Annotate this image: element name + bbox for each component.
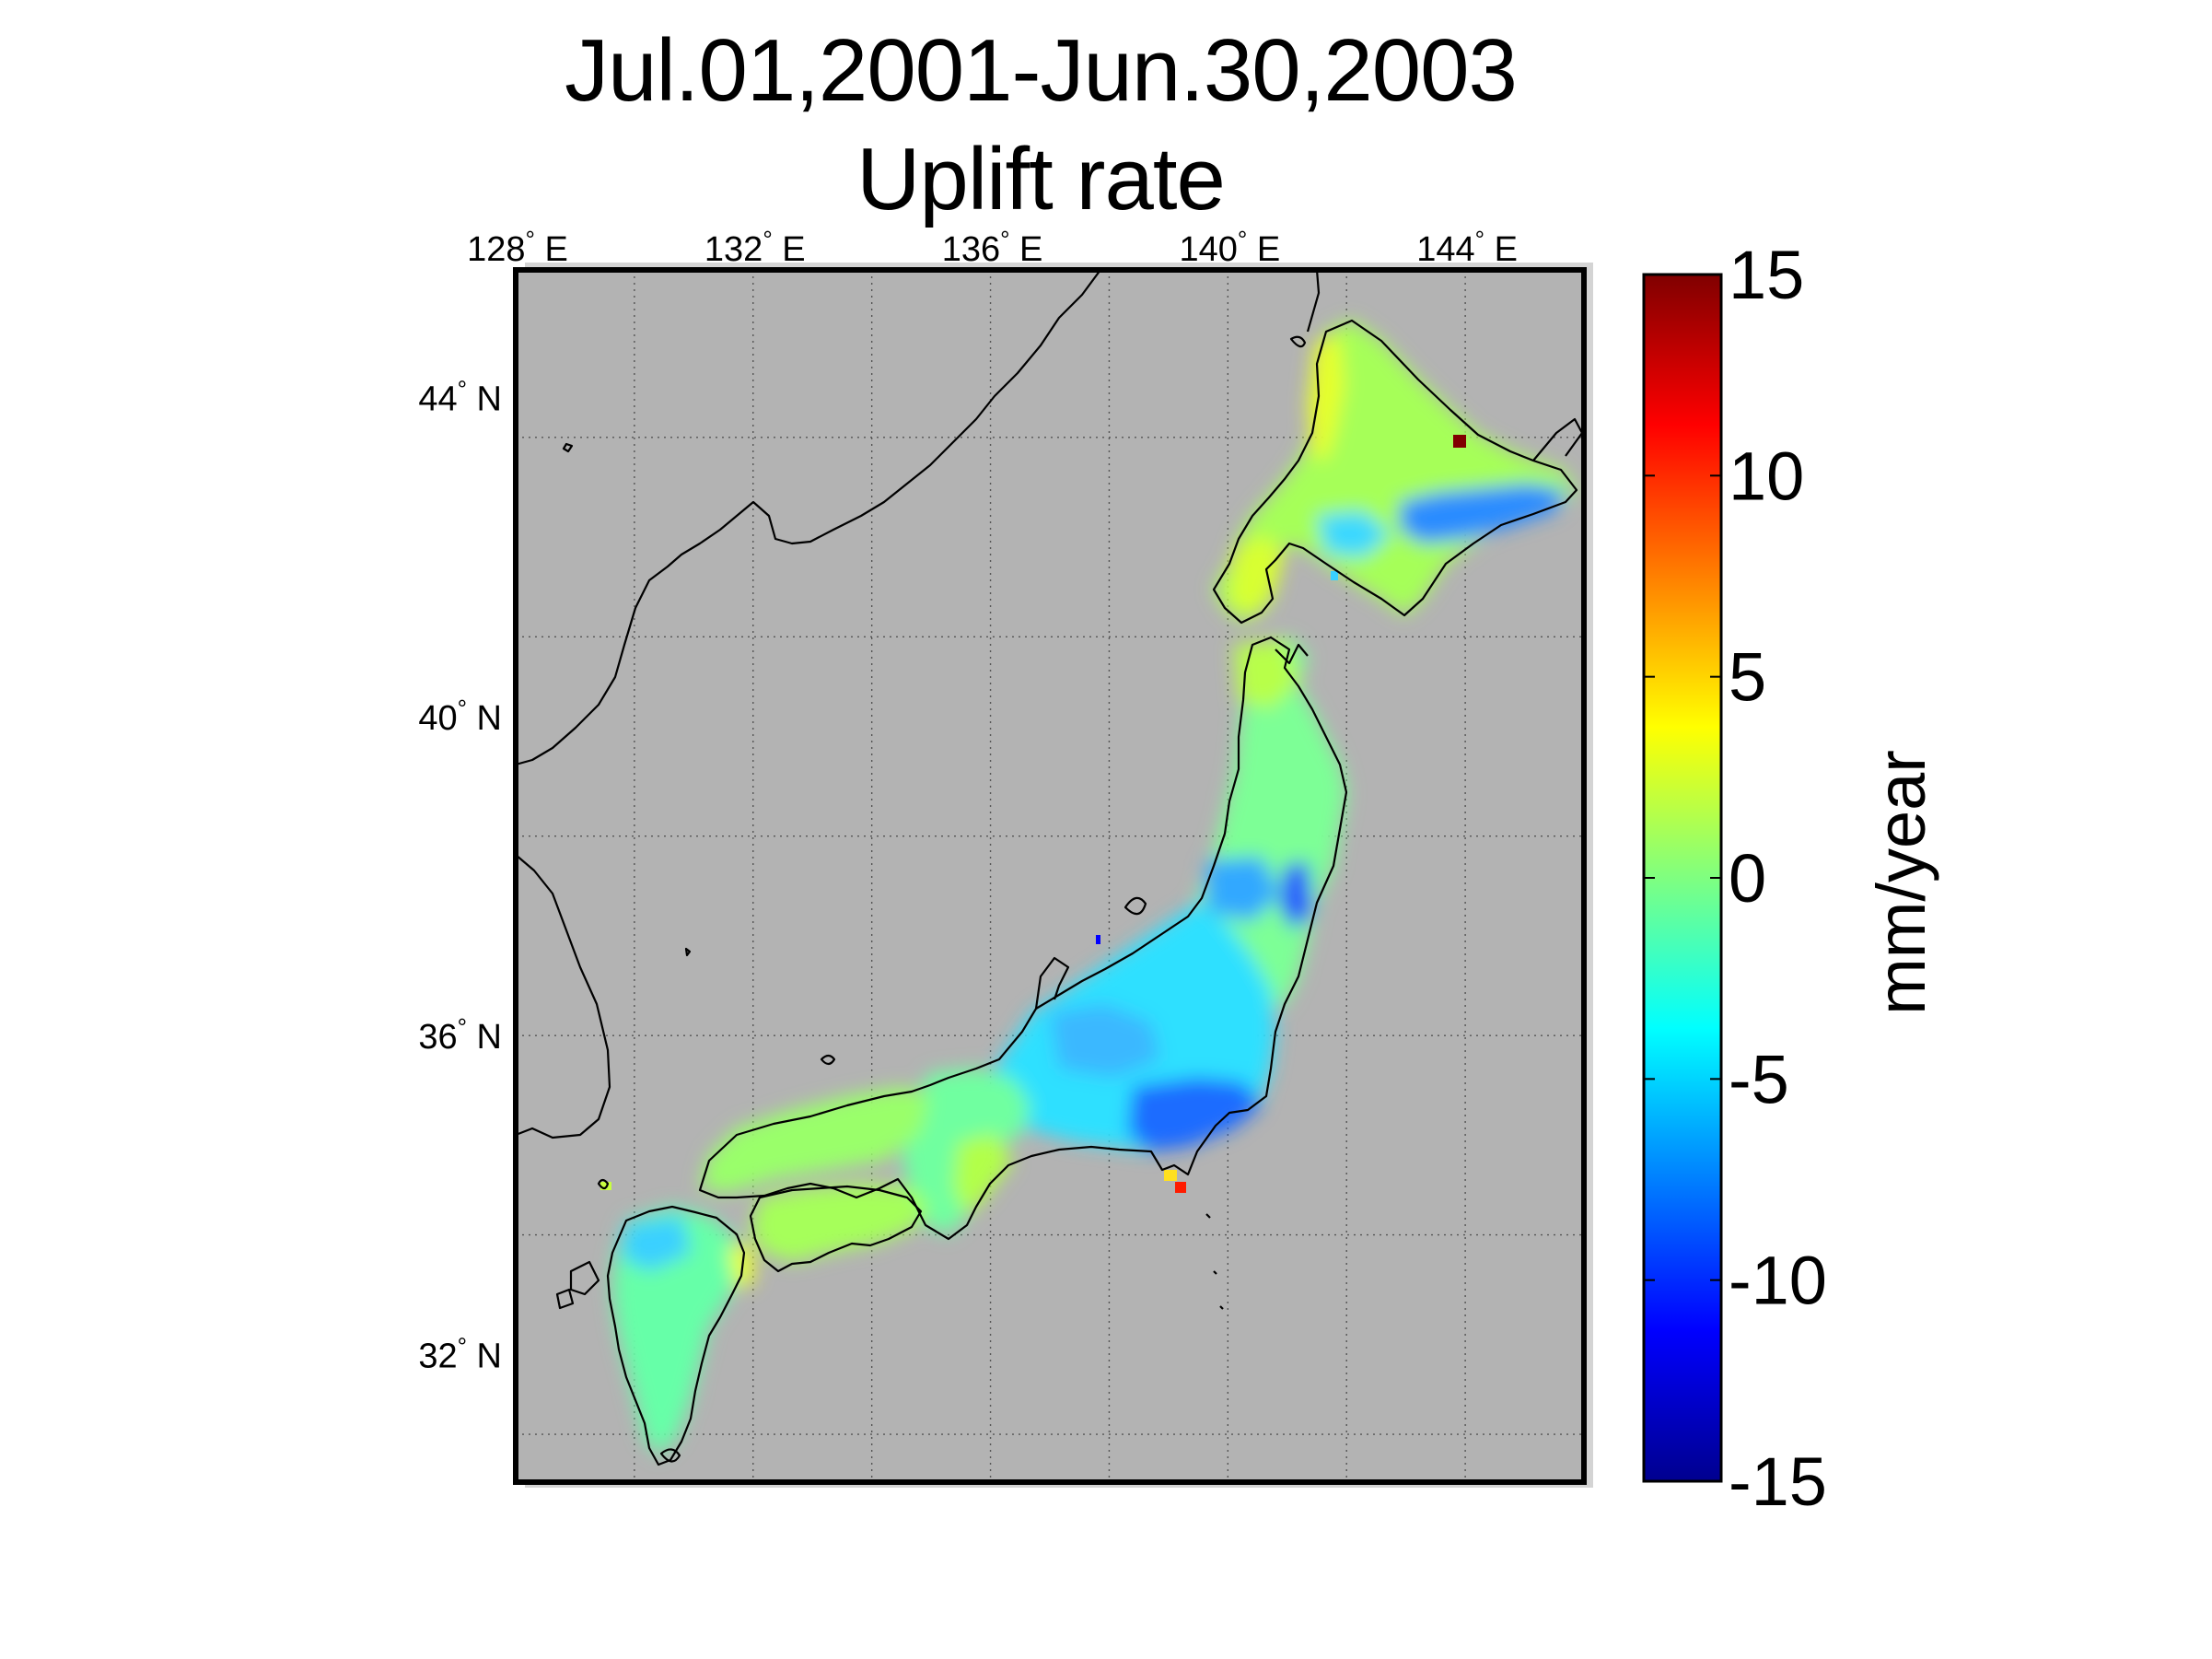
lat-label-32: 32° N [418, 1332, 502, 1375]
uplift-field [612, 321, 1577, 1455]
sado-island [1123, 896, 1147, 916]
kinki-south-yellow [953, 1133, 1013, 1216]
colorbar-tick-label: 15 [1729, 237, 1804, 313]
hokkaido-central-cyan [1317, 511, 1391, 557]
rishiri-island [1289, 335, 1307, 348]
hokkaido-isolated-pixel [1331, 571, 1338, 580]
colorbar-ticks: 15 10 5 0 -5 -10 -15 [1644, 237, 1827, 1520]
colorbar-gradient [1644, 275, 1721, 1481]
oki-islands [820, 1054, 836, 1066]
longitude-labels: 128° E 132° E 136° E 140° E 144° E [467, 226, 1518, 269]
chubu-inner-blue [1050, 1004, 1160, 1078]
colorbar-tick-label: -10 [1729, 1243, 1827, 1319]
lat-label-40: 40° N [418, 695, 502, 738]
colorbar-unit-label: mm/year [1863, 750, 1939, 1015]
title-line-dates: Jul.01,2001-Jun.30,2003 [565, 21, 1518, 120]
honshu-coast [698, 636, 1348, 1241]
kyushu-west-islands [555, 1260, 600, 1310]
yakushima [659, 1448, 681, 1463]
izu-islands [1205, 1213, 1224, 1310]
lon-label-128: 128° E [467, 226, 568, 269]
coastlines [516, 270, 1584, 1466]
abashiri-hotspot-pixel [1453, 435, 1466, 448]
chugoku-field [700, 1087, 930, 1193]
sakhalin-coast [1306, 270, 1321, 333]
shiretoko-peninsula [1532, 417, 1584, 461]
colorbar-tick-label: 0 [1729, 840, 1766, 917]
mutsu-bay [1275, 643, 1309, 665]
latitude-labels: 44° N 40° N 36° N 32° N [418, 376, 502, 1376]
kyushu-west-cyan [622, 1216, 691, 1271]
colorbar-tick-label: 10 [1729, 438, 1804, 514]
hokkaido-coast [1212, 319, 1578, 625]
noto-blue-pixel [1096, 935, 1100, 944]
tohoku-inland-blue [1206, 857, 1280, 921]
miyagi-subsidence [1280, 861, 1312, 930]
hokkaido-east-subsidence [1400, 484, 1566, 543]
hokkaido-southwest [1229, 534, 1285, 615]
lon-label-140: 140° E [1179, 226, 1280, 269]
colorbar-tick-label: -15 [1729, 1443, 1827, 1520]
hokkaido-field [1214, 321, 1577, 623]
tohoku-field [1193, 637, 1346, 1013]
colorbar-tick-label: 5 [1729, 639, 1766, 716]
kanto-subsidence [1128, 1078, 1262, 1151]
korea-east-coast [516, 854, 611, 1139]
title-line-quantity: Uplift rate [856, 130, 1226, 228]
shikoku-coast [749, 1185, 923, 1273]
mainland-coast [516, 270, 1101, 766]
izu-yellow-pixel [1164, 1170, 1177, 1181]
noto-peninsula [1034, 956, 1070, 1010]
colorbar-tick-label: -5 [1729, 1041, 1789, 1117]
tsushima-island [597, 1178, 610, 1190]
shikoku-field [751, 1184, 930, 1262]
map-frame [513, 267, 1587, 1485]
lon-label-144: 144° E [1416, 226, 1518, 269]
figure-title: Jul.01,2001-Jun.30,2003 Uplift rate [0, 17, 2081, 234]
lon-label-132: 132° E [704, 226, 806, 269]
colorbar: 15 10 5 0 -5 -10 -15 mm/year [1642, 237, 1939, 1520]
lon-label-136: 136° E [942, 226, 1043, 269]
small-island-primorye [562, 442, 574, 453]
izu-hotspot-pixel [1175, 1182, 1186, 1193]
kyushu-east-yellow [728, 1244, 755, 1290]
lat-label-36: 36° N [418, 1013, 502, 1057]
lat-label-44: 44° N [418, 376, 502, 419]
small-island-korea-east [684, 947, 692, 957]
kyushu-coast [606, 1205, 746, 1466]
